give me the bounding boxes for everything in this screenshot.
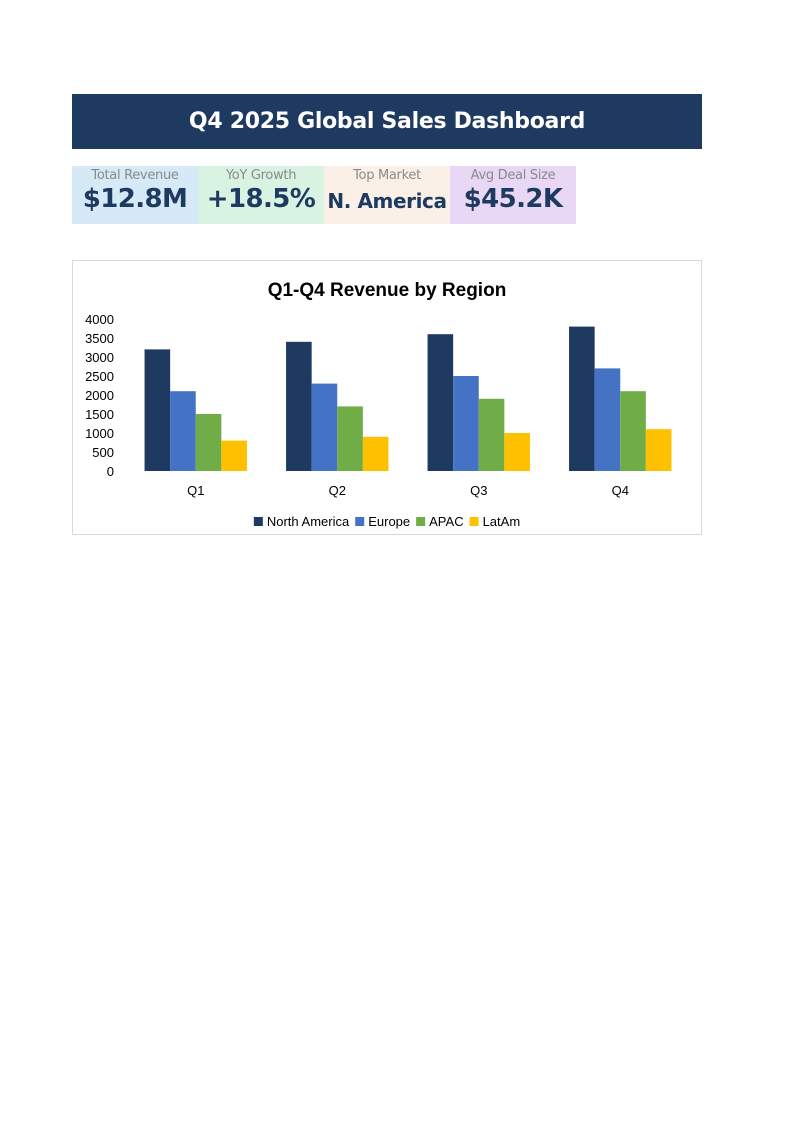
kpi-total-revenue: Total Revenue $12.8M [72,166,198,224]
bar [337,406,363,471]
x-tick-label: Q1 [187,483,204,498]
bar [594,368,621,471]
kpi-label: Total Revenue [91,168,179,183]
bar [221,440,247,471]
bar [170,391,196,471]
kpi-value: $45.2K [463,184,563,214]
legend-swatch [355,517,365,526]
chart-canvas: Q1-Q4 Revenue by Region 4000 3500 3000 2500 2… [85,280,672,529]
bar [620,391,646,471]
bar [362,436,389,471]
bar [286,341,312,471]
kpi-label: YoY Growth [225,168,297,183]
x-tick-label: Q3 [470,483,487,498]
kpi-top-market: Top Market N. America [324,166,450,224]
y-tick-label: 3500 [85,331,114,346]
y-tick-label: 2500 [85,369,114,384]
kpi-avg-deal-size: Avg Deal Size $45.2K [450,166,576,224]
legend-label: APAC [429,514,463,529]
bar [311,383,338,471]
kpi-value: $12.8M [82,184,188,214]
bar [478,398,505,471]
y-tick-label: 2000 [85,388,114,403]
x-tick-label: Q2 [329,483,346,498]
kpi-value: +18.5% [206,184,316,214]
bar [144,349,171,471]
bar [569,326,595,471]
revenue-chart: Q1-Q4 Revenue by Region 4000 3500 3000 2500 2… [72,260,702,535]
kpi-yoy-growth: YoY Growth +18.5% [198,166,324,224]
y-tick-label: 0 [107,464,114,479]
y-tick-label: 1000 [85,426,114,441]
legend-swatch [416,517,426,526]
bar [427,334,454,471]
kpi-label: Avg Deal Size [470,168,556,183]
legend-label: North America [267,514,350,529]
bar [504,433,530,471]
kpi-label: Top Market [353,168,421,183]
kpi-value: N. America [327,189,447,213]
y-tick-label: 4000 [85,312,114,327]
kpi-row: Total Revenue $12.8M YoY Growth +18.5% T… [72,166,576,224]
y-tick-label: 500 [92,445,114,460]
chart-title: Q1-Q4 Revenue by Region [268,280,507,301]
legend-swatch [253,517,263,526]
legend-label: Europe [368,514,410,529]
bar [645,429,672,471]
x-tick-label: Q4 [612,483,629,498]
bar [453,376,479,471]
y-tick-label: 3000 [85,350,114,365]
legend-swatch [469,517,479,526]
bar [195,414,222,471]
dashboard-title: Q4 2025 Global Sales Dashboard [72,94,702,149]
legend-label: LatAm [483,514,521,529]
y-tick-label: 1500 [85,407,114,422]
